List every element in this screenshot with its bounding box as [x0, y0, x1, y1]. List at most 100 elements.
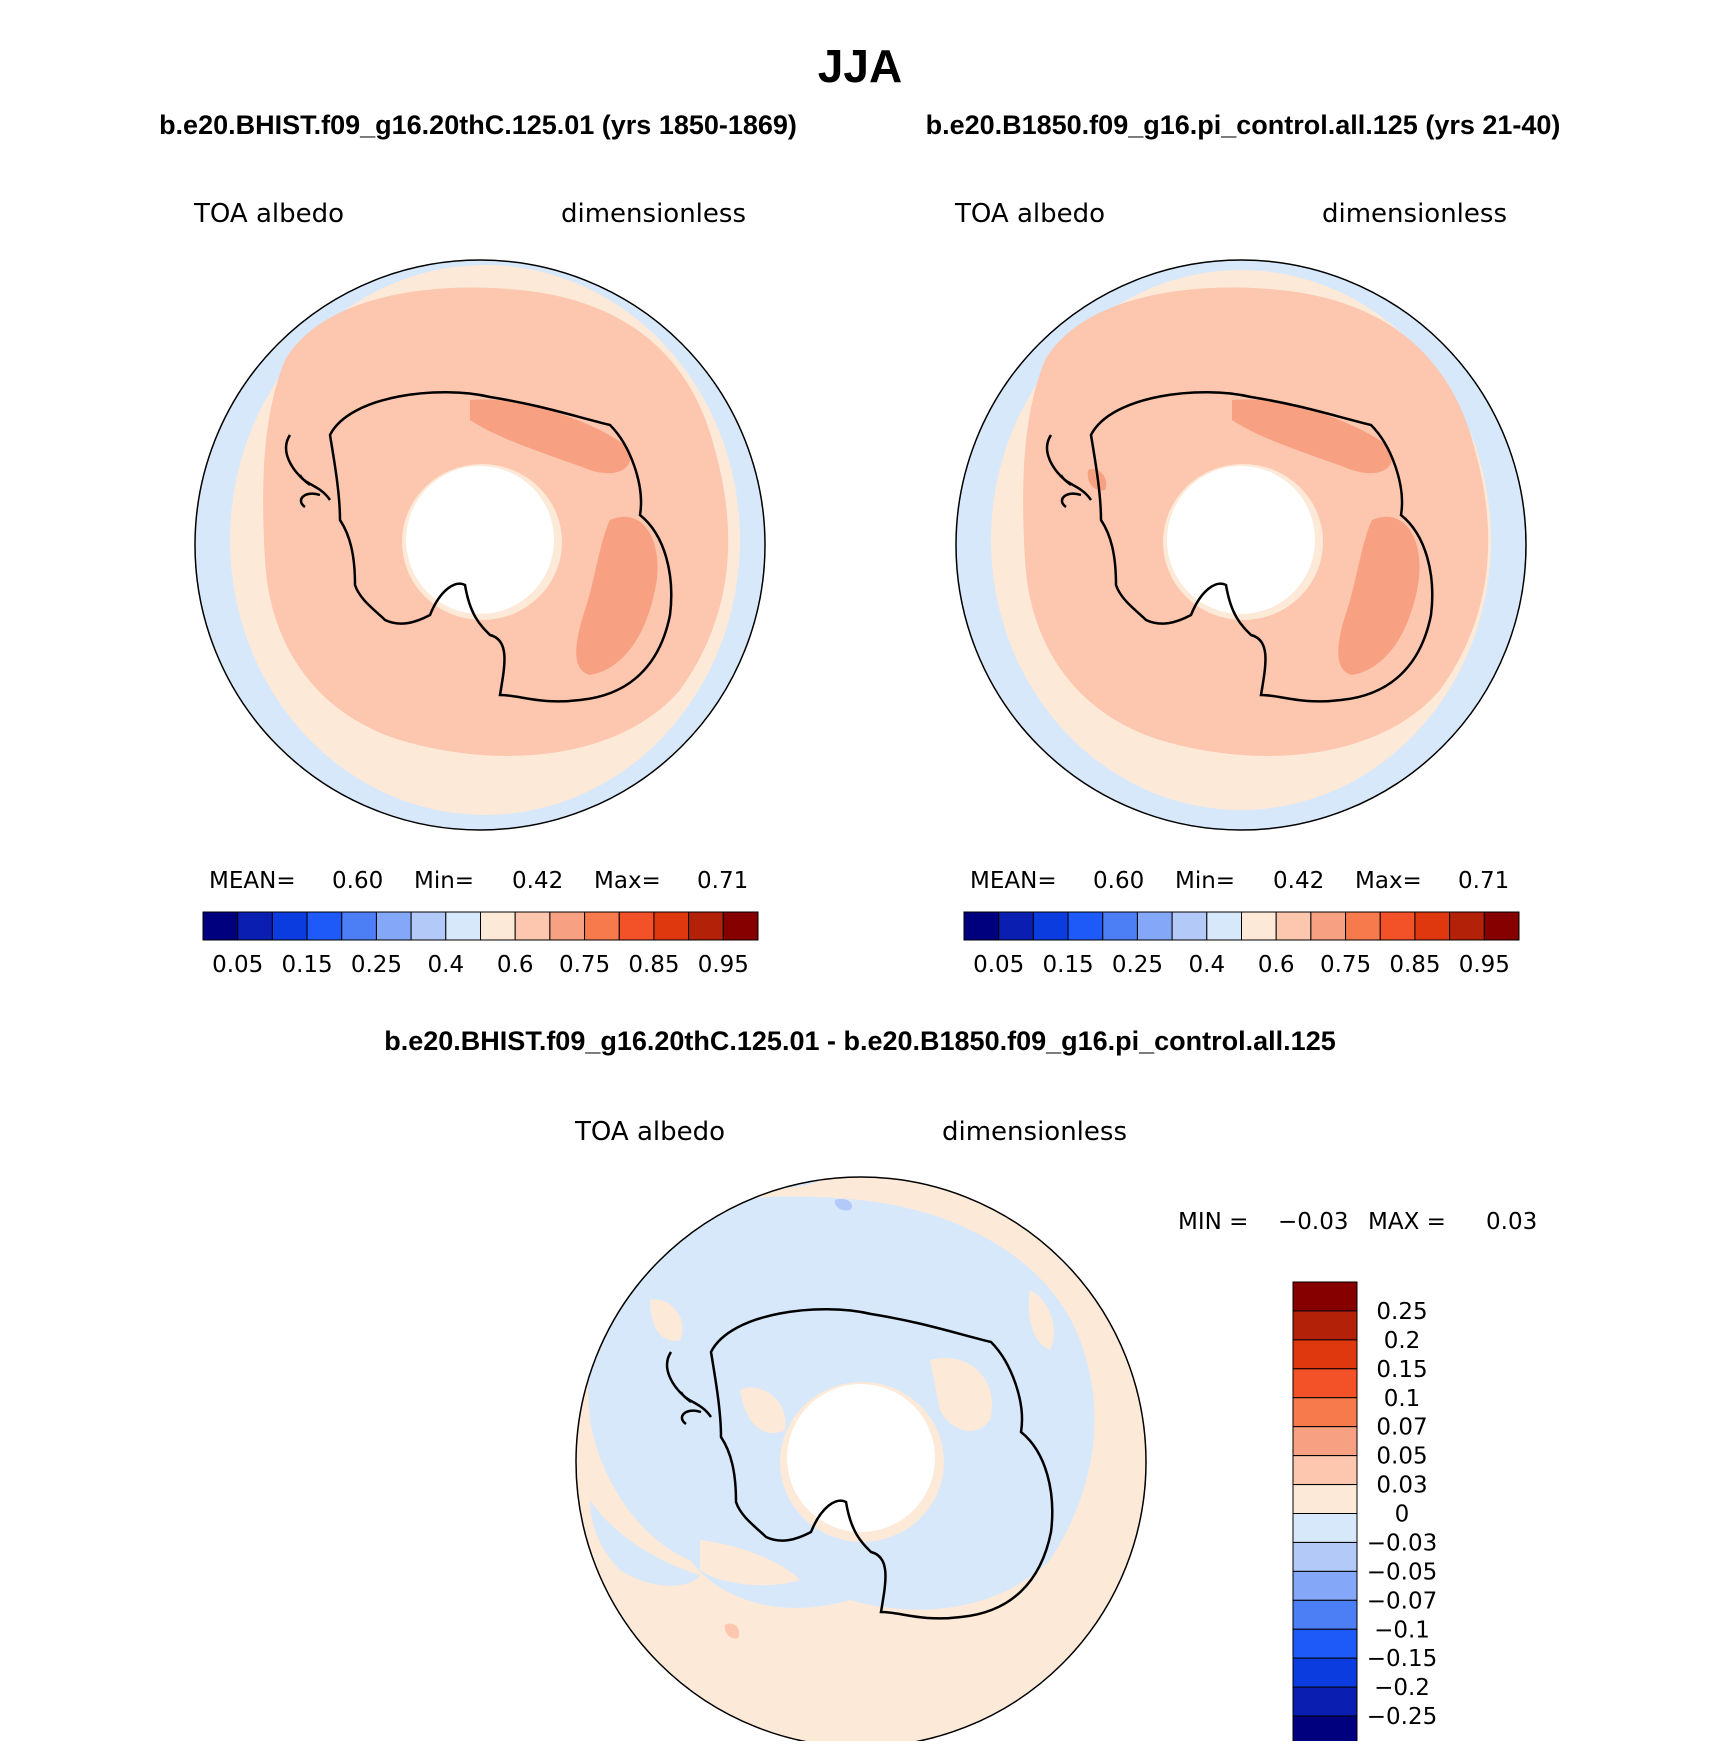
bottom-colorbar-label: 0.05 — [1376, 1444, 1427, 1470]
top-right-colorbar-box — [1483, 911, 1520, 941]
top-right-colorbar-box — [1275, 911, 1312, 941]
top-right-stats: MEAN= 0.60 Min= 0.42 Max= 0.71 — [970, 868, 1509, 894]
top-right-colorbar-label: 0.15 — [1042, 952, 1093, 978]
top-right-colorbar-box — [1345, 911, 1381, 941]
top-right-max-value: 0.71 — [1458, 868, 1509, 894]
top-right-variable-label: TOA albedo — [954, 199, 1105, 229]
bottom-colorbar-label: −0.07 — [1367, 1588, 1437, 1614]
bottom-colorbar-label: 0.07 — [1376, 1415, 1427, 1441]
top-left-min-value: 0.42 — [512, 868, 563, 894]
top-right-colorbar-box — [1206, 911, 1242, 941]
top-right-colorbar-label: 0.25 — [1112, 952, 1163, 978]
top-left-case-title: b.e20.BHIST.f09_g16.20thC.125.01 (yrs 18… — [159, 110, 797, 140]
top-left-colorbar-box — [306, 911, 343, 941]
bottom-panel: b.e20.BHIST.f09_g16.20thC.125.01 - b.e20… — [384, 1026, 1537, 1746]
top-left-units-label: dimensionless — [561, 199, 746, 229]
top-right-colorbar-box — [1241, 911, 1277, 941]
top-left-colorbar-label: 0.4 — [428, 952, 465, 978]
bottom-colorbar-box — [1292, 1368, 1358, 1399]
bottom-colorbar-label: −0.25 — [1367, 1704, 1437, 1730]
bottom-colorbar-label: −0.05 — [1367, 1559, 1437, 1585]
top-right-colorbar-box — [1414, 911, 1451, 941]
bottom-min-value: −0.03 — [1278, 1209, 1348, 1235]
bottom-colorbar-label: 0 — [1395, 1502, 1410, 1528]
bottom-colorbar-label: −0.1 — [1374, 1617, 1430, 1643]
top-left-colorbar-box — [341, 911, 377, 941]
top-left-colorbar-box — [271, 911, 308, 941]
top-left-map — [195, 260, 765, 830]
top-right-colorbar-box — [1102, 911, 1138, 941]
bottom-colorbar-box — [1292, 1397, 1358, 1428]
bottom-units-label: dimensionless — [942, 1117, 1127, 1147]
top-right-mean-label: MEAN= — [970, 868, 1057, 894]
bottom-colorbar-box — [1292, 1310, 1358, 1341]
top-right-colorbar-label: 0.4 — [1189, 952, 1226, 978]
top-right-colorbar-label: 0.85 — [1389, 952, 1440, 978]
bottom-colorbar-label: 0.25 — [1376, 1299, 1427, 1325]
bottom-colorbar-box — [1292, 1513, 1358, 1543]
top-left-colorbar-label: 0.6 — [497, 952, 534, 978]
figure-title: JJA — [818, 40, 902, 92]
top-right-colorbar-box — [1449, 911, 1485, 941]
bottom-max-value: 0.03 — [1486, 1209, 1537, 1235]
top-left-variable-label: TOA albedo — [193, 199, 344, 229]
bottom-colorbar-box — [1292, 1281, 1358, 1312]
bottom-colorbar-box — [1292, 1599, 1358, 1630]
top-right-map — [956, 260, 1526, 830]
bottom-colorbar-box — [1292, 1541, 1358, 1572]
bottom-colorbar-label: −0.03 — [1367, 1530, 1437, 1556]
top-right-colorbar-box — [1171, 911, 1208, 941]
top-left-colorbar-label: 0.05 — [212, 952, 263, 978]
bottom-colorbar-box — [1292, 1715, 1358, 1746]
top-left-colorbar-label: 0.75 — [559, 952, 610, 978]
bottom-colorbar-label: 0.1 — [1384, 1386, 1421, 1412]
bottom-colorbar-box — [1292, 1686, 1358, 1717]
bottom-colorbar: 0.25 0.2 0.15 0.1 0.07 0.05 0.03 0−0.03 −0.05 −0.… — [1292, 1281, 1437, 1746]
top-left-colorbar-box — [653, 911, 690, 941]
top-left-colorbar-label: 0.25 — [351, 952, 402, 978]
top-left-colorbar-box — [202, 911, 239, 941]
bottom-colorbar-label: −0.15 — [1367, 1646, 1437, 1672]
top-right-colorbar-label: 0.75 — [1320, 952, 1371, 978]
top-right-case-title: b.e20.B1850.f09_g16.pi_control.all.125 (… — [926, 110, 1561, 140]
bottom-colorbar-box — [1292, 1455, 1358, 1486]
bottom-colorbar-box — [1292, 1339, 1358, 1370]
top-left-panel: TOA albedo dimensionless MEAN= 0.60 Min=… — [193, 199, 766, 978]
top-left-max-value: 0.71 — [697, 868, 748, 894]
bottom-colorbar-box — [1292, 1484, 1358, 1514]
top-right-colorbar-label: 0.95 — [1459, 952, 1510, 978]
bottom-case-title: b.e20.BHIST.f09_g16.20thC.125.01 - b.e20… — [384, 1026, 1335, 1056]
top-right-colorbar-box — [1379, 911, 1416, 941]
top-left-colorbar-label: 0.15 — [281, 952, 332, 978]
bottom-colorbar-box — [1292, 1570, 1358, 1601]
top-left-colorbar-box — [584, 911, 620, 941]
bottom-minmax: MIN = −0.03 MAX = 0.03 — [1178, 1209, 1537, 1235]
top-right-max-label: Max= — [1355, 868, 1422, 894]
top-right-units-label: dimensionless — [1322, 199, 1507, 229]
top-left-colorbar-box — [410, 911, 447, 941]
bottom-colorbar-label: −0.2 — [1374, 1675, 1430, 1701]
bottom-colorbar-label: 0.2 — [1384, 1328, 1421, 1354]
top-right-colorbar-label: 0.6 — [1258, 952, 1295, 978]
top-left-colorbar-box — [549, 911, 586, 941]
top-left-max-label: Max= — [594, 868, 661, 894]
bottom-variable-label: TOA albedo — [574, 1117, 725, 1147]
top-left-colorbar-label: 0.95 — [698, 952, 749, 978]
bottom-min-label: MIN = — [1178, 1209, 1248, 1235]
bottom-colorbar-label: 0.15 — [1376, 1357, 1427, 1383]
bottom-colorbar-box — [1292, 1657, 1358, 1688]
top-right-colorbar-box — [1032, 911, 1069, 941]
top-left-colorbar-label: 0.85 — [628, 952, 679, 978]
top-right-min-value: 0.42 — [1273, 868, 1324, 894]
top-right-colorbar-box — [1067, 911, 1104, 941]
bottom-map — [576, 1177, 1146, 1746]
bottom-colorbar-box — [1292, 1628, 1358, 1659]
top-left-stats: MEAN= 0.60 Min= 0.42 Max= 0.71 — [209, 868, 748, 894]
top-right-colorbar-box — [1136, 911, 1173, 941]
top-right-panel: TOA albedo dimensionless MEAN= 0.60 Min=… — [954, 199, 1527, 978]
top-left-colorbar-box — [445, 911, 481, 941]
top-left-colorbar-box — [722, 911, 759, 941]
top-right-colorbar-box — [1310, 911, 1347, 941]
top-left-colorbar-box — [618, 911, 655, 941]
